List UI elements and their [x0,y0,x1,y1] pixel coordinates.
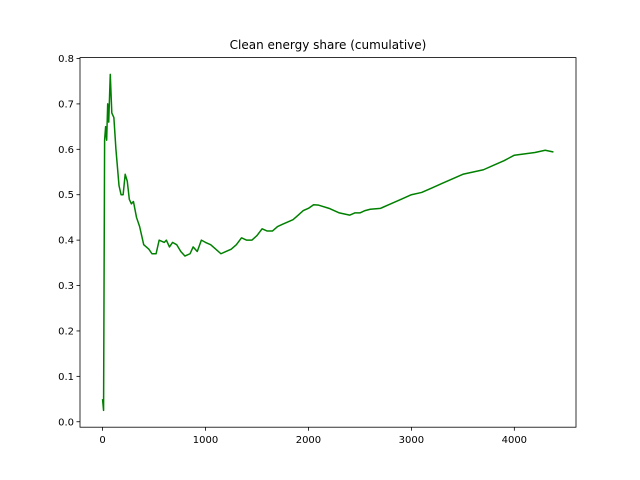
y-tick-label: 0.3 [58,281,74,292]
x-tick-label: 1000 [193,435,218,446]
chart-title: Clean energy share (cumulative) [230,38,427,52]
y-tick-label: 0.6 [58,145,74,156]
y-tick-label: 0.4 [58,236,74,247]
x-tick-label: 0 [99,435,105,446]
x-tick-label: 4000 [502,435,527,446]
plot-frame [79,57,577,428]
y-tick-label: 0.1 [58,372,74,383]
y-tick-label: 0.7 [58,99,74,110]
line [101,73,554,412]
y-tick-label: 0.8 [58,54,74,65]
y-tick-label: 0.0 [58,417,74,428]
y-tick-label: 0.2 [58,326,74,337]
x-tick-label: 3000 [399,435,424,446]
x-tick-label: 2000 [296,435,321,446]
y-tick-label: 0.5 [58,190,74,201]
